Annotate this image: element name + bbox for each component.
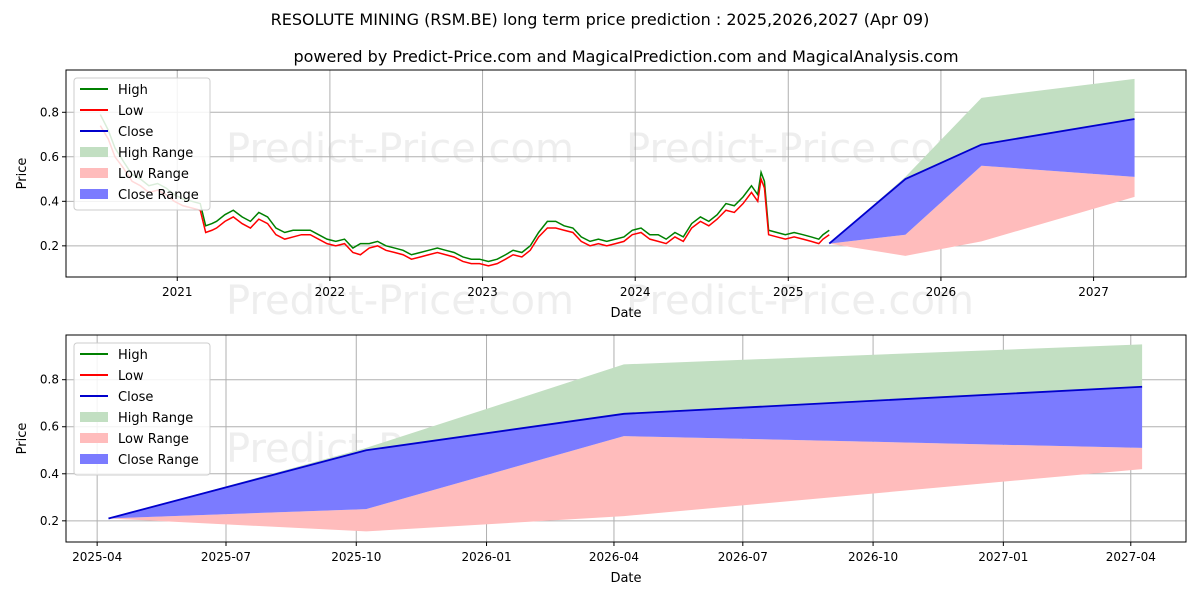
y-tick-label: 0.8 xyxy=(40,105,59,119)
x-tick-label: 2025-07 xyxy=(201,550,251,564)
close-range-band xyxy=(108,386,1143,519)
x-tick-label: 2025-10 xyxy=(331,550,381,564)
y-tick-label: 0.6 xyxy=(40,420,59,434)
legend-label: High Range xyxy=(118,146,193,161)
legend-swatch-patch xyxy=(80,433,108,443)
y-tick-label: 0.6 xyxy=(40,150,59,164)
legend-label: Low xyxy=(118,104,144,119)
x-axis-label: Date xyxy=(610,306,641,321)
y-tick-label: 0.8 xyxy=(40,373,59,387)
x-tick-label: 2027-04 xyxy=(1106,550,1156,564)
legend-swatch-patch xyxy=(80,412,108,422)
legend-label: Close xyxy=(118,390,153,405)
close-range-band xyxy=(829,118,1135,244)
high-range-band xyxy=(108,344,1143,519)
y-tick-label: 0.2 xyxy=(40,239,59,253)
legend-label: Low Range xyxy=(118,167,189,182)
plot-frame xyxy=(65,334,1187,543)
forecast-zoom-panel: Predict-Price.comPredict-Price.com2025-0… xyxy=(15,334,1187,586)
watermark-text: Predict-Price.com xyxy=(626,278,974,324)
x-tick-label: 2025-04 xyxy=(72,550,122,564)
x-axis-label: Date xyxy=(610,571,641,586)
legend-label: Close Range xyxy=(118,188,199,203)
y-axis-label: Price xyxy=(15,158,30,190)
watermark-text: Predict-Price.com xyxy=(226,126,574,172)
legend-label: Low Range xyxy=(118,432,189,447)
close-series-line xyxy=(108,385,1143,520)
x-tick-label: 2021 xyxy=(162,285,193,299)
chart-title: RESOLUTE MINING (RSM.BE) long term price… xyxy=(271,10,930,29)
close-series-line xyxy=(828,118,1135,245)
high-series-line xyxy=(99,114,830,263)
x-tick-label: 2023 xyxy=(467,285,498,299)
x-tick-label: 2026-04 xyxy=(589,550,639,564)
legend-swatch-patch xyxy=(80,168,108,178)
high-range-band xyxy=(829,78,1135,244)
chart-subtitle: powered by Predict-Price.com and Magical… xyxy=(293,47,958,66)
x-tick-label: 2027-01 xyxy=(978,550,1028,564)
y-tick-label: 0.4 xyxy=(40,467,59,481)
chart-legend: High Low Close High Range Low Range Close Ran… xyxy=(73,342,211,476)
low-series-line xyxy=(99,125,830,267)
legend-label: Low xyxy=(118,369,144,384)
chart-legend: High Low Close High Range Low Range Close Ran… xyxy=(73,77,211,211)
watermark-text: Predict-Price.com xyxy=(626,126,974,172)
plot-frame xyxy=(65,69,1187,278)
legend-swatch-patch xyxy=(80,147,108,157)
y-axis-label: Price xyxy=(15,423,30,455)
x-tick-label: 2022 xyxy=(315,285,346,299)
legend-label: High Range xyxy=(118,411,193,426)
legend-label: High xyxy=(118,83,148,98)
low-range-band xyxy=(108,436,1143,532)
low-range-band xyxy=(829,165,1135,256)
x-tick-label: 2026-10 xyxy=(848,550,898,564)
legend-label: Close xyxy=(118,125,153,140)
x-tick-label: 2026-07 xyxy=(718,550,768,564)
y-tick-label: 0.4 xyxy=(40,194,59,208)
legend-swatch-patch xyxy=(80,454,108,464)
long-term-panel: Predict-Price.com Predict-Price.com Predic… xyxy=(15,69,1187,324)
x-tick-label: 2026 xyxy=(926,285,957,299)
y-tick-label: 0.2 xyxy=(40,514,59,528)
watermark-text: Predict-Price.com xyxy=(226,278,574,324)
x-tick-label: 2027 xyxy=(1078,285,1109,299)
x-tick-label: 2025 xyxy=(773,285,804,299)
x-tick-label: 2024 xyxy=(620,285,651,299)
legend-swatch-patch xyxy=(80,189,108,199)
legend-label: High xyxy=(118,348,148,363)
x-tick-label: 2026-01 xyxy=(461,550,511,564)
legend-label: Close Range xyxy=(118,453,199,468)
